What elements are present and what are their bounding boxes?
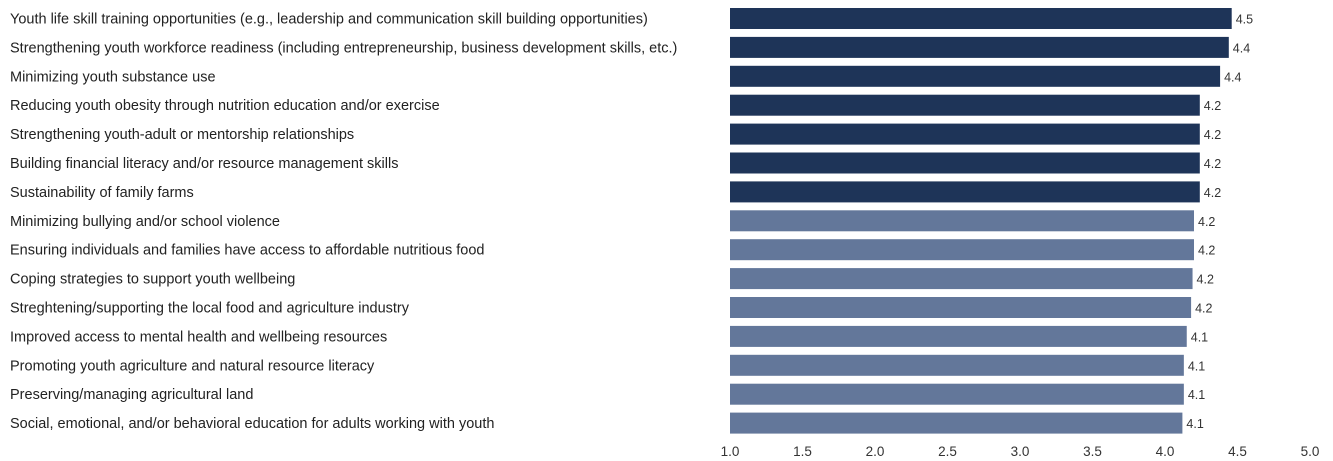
bar	[730, 36, 1229, 58]
bar	[730, 268, 1193, 290]
bar	[730, 210, 1194, 232]
value-label: 4.4	[1224, 70, 1241, 84]
x-tick-label: 2.5	[938, 444, 957, 459]
value-label: 4.2	[1204, 99, 1221, 113]
value-label: 4.2	[1204, 128, 1221, 142]
bar	[730, 412, 1183, 434]
value-label: 4.2	[1197, 273, 1214, 287]
value-label: 4.4	[1233, 41, 1250, 55]
bar	[730, 181, 1200, 203]
x-tick-label: 3.5	[1083, 444, 1102, 459]
bar	[730, 152, 1200, 174]
value-label: 4.2	[1198, 215, 1215, 229]
value-label: 4.2	[1198, 244, 1215, 258]
category-label: Strengthening youth-adult or mentorship …	[10, 127, 354, 143]
x-tick-label: 3.0	[1011, 444, 1030, 459]
value-label: 4.2	[1204, 157, 1221, 171]
x-tick-label: 1.5	[793, 444, 812, 459]
bar	[730, 383, 1184, 405]
category-label: Improved access to mental health and wel…	[10, 329, 387, 345]
value-label: 4.2	[1204, 186, 1221, 200]
bar	[730, 325, 1187, 347]
category-labels: Youth life skill training opportunities …	[10, 12, 677, 433]
value-label: 4.5	[1236, 13, 1253, 27]
value-labels: 4.5 4.4 4.4 4.2 4.2 4.2 4.2 4.2 4.2 4.2 4.2 4.1 4.1 4…	[1186, 13, 1253, 432]
category-label: Minimizing bullying and/or school violen…	[10, 214, 280, 230]
x-axis: 1.0 1.5 2.0 2.5 3.0 3.5 4.0 4.5 5.0	[721, 444, 1320, 459]
bar	[730, 94, 1200, 116]
bar	[730, 65, 1221, 87]
value-label: 4.1	[1186, 417, 1203, 431]
category-label: Youth life skill training opportunities …	[10, 12, 648, 28]
category-label: Reducing youth obesity through nutrition…	[10, 98, 440, 114]
bar	[730, 354, 1184, 376]
category-label: Streghtening/supporting the local food a…	[10, 301, 410, 317]
bar	[730, 123, 1200, 145]
category-label: Sustainability of family farms	[10, 185, 194, 201]
category-label: Ensuring individuals and families have a…	[10, 243, 485, 259]
category-label: Minimizing youth substance use	[10, 69, 216, 85]
x-tick-label: 2.0	[866, 444, 885, 459]
category-label: Building financial literacy and/or resou…	[10, 156, 398, 172]
x-tick-label: 4.5	[1228, 444, 1247, 459]
bar	[730, 239, 1194, 261]
category-label: Coping strategies to support youth wellb…	[10, 272, 295, 288]
category-label: Strengthening youth workforce readiness …	[10, 40, 677, 56]
bar	[730, 8, 1232, 29]
category-label: Preserving/managing agricultural land	[10, 387, 253, 403]
x-tick-label: 5.0	[1301, 444, 1320, 459]
bar	[730, 297, 1192, 318]
x-tick-label: 4.0	[1156, 444, 1175, 459]
value-label: 4.1	[1188, 388, 1205, 402]
value-label: 4.1	[1191, 330, 1208, 344]
category-label: Social, emotional, and/or behavioral edu…	[10, 416, 494, 432]
x-tick-label: 1.0	[721, 444, 740, 459]
bars	[730, 8, 1232, 434]
category-label: Promoting youth agriculture and natural …	[10, 358, 375, 374]
value-label: 4.2	[1195, 302, 1212, 316]
value-label: 4.1	[1188, 359, 1205, 373]
